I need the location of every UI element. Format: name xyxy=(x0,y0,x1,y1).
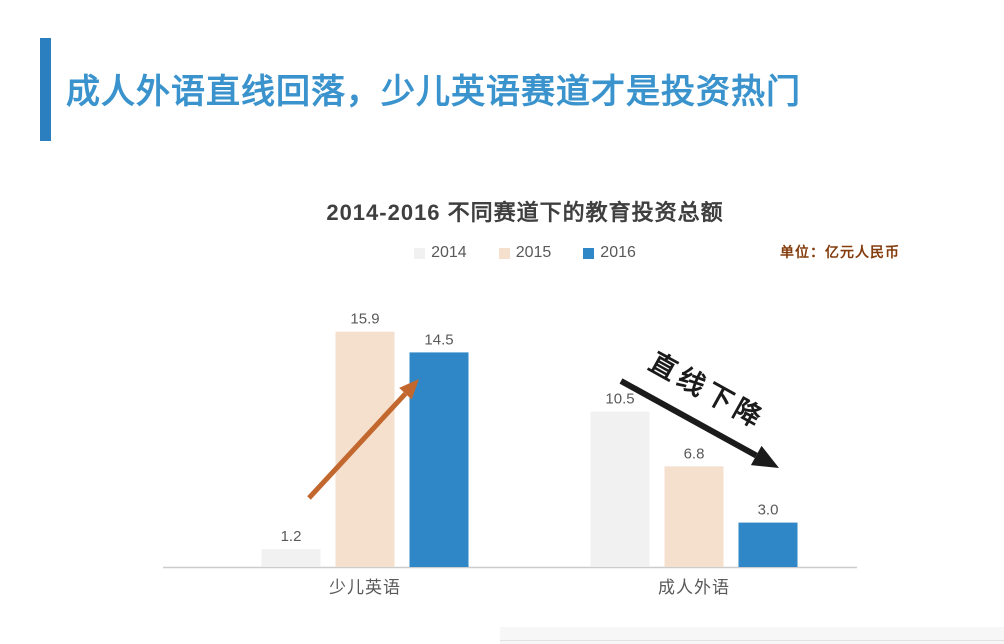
category-label-少儿英语: 少儿英语 xyxy=(329,578,401,597)
value-label-成人外语-2014: 10.5 xyxy=(605,391,634,408)
page-title: 成人外语直线回落，少儿英语赛道才是投资热门 xyxy=(66,73,801,111)
category-label-成人外语: 成人外语 xyxy=(658,578,730,597)
bar-少儿英语-2015 xyxy=(335,331,395,567)
rise-arrow-head xyxy=(399,379,419,400)
decline-arrow-line xyxy=(619,378,758,459)
value-label-少儿英语-2015: 15.9 xyxy=(350,311,379,328)
legend-label-2014: 2014 xyxy=(431,244,467,261)
legend-item-2015: 2015 xyxy=(498,244,552,262)
value-label-少儿英语-2016: 14.5 xyxy=(424,331,453,348)
unit-label: 单位：亿元人民币 xyxy=(780,244,900,260)
bottom-divider xyxy=(500,627,1004,644)
legend-label-2016: 2016 xyxy=(600,244,636,261)
bar-成人外语-2016 xyxy=(738,522,798,567)
legend-swatch-2016 xyxy=(583,247,595,259)
decline-arrow-head xyxy=(750,445,779,468)
bar-少儿英语-2014 xyxy=(261,549,321,567)
legend-item-2014: 2014 xyxy=(414,244,467,262)
legend-swatch-2015 xyxy=(498,247,510,259)
bar-成人外语-2014 xyxy=(590,411,650,567)
rise-arrow-line xyxy=(307,391,408,500)
legend-item-2016: 2016 xyxy=(583,244,636,262)
legend-swatch-2014 xyxy=(414,247,426,259)
bar-成人外语-2015 xyxy=(664,466,724,567)
value-label-少儿英语-2014: 1.2 xyxy=(281,528,302,545)
decline-annotation-label: 直线下降 xyxy=(644,347,770,435)
bar-少儿英语-2016 xyxy=(409,352,469,567)
value-label-成人外语-2015: 6.8 xyxy=(684,445,705,462)
value-label-成人外语-2016: 3.0 xyxy=(758,502,779,519)
legend-label-2015: 2015 xyxy=(515,244,552,261)
header-accent-bar xyxy=(40,38,51,141)
bottom-divider-line xyxy=(500,640,1004,641)
chart-title: 2014-2016 不同赛道下的教育投资总额 xyxy=(326,200,724,225)
chart-legend: 2014 2015 2016 xyxy=(165,244,885,262)
